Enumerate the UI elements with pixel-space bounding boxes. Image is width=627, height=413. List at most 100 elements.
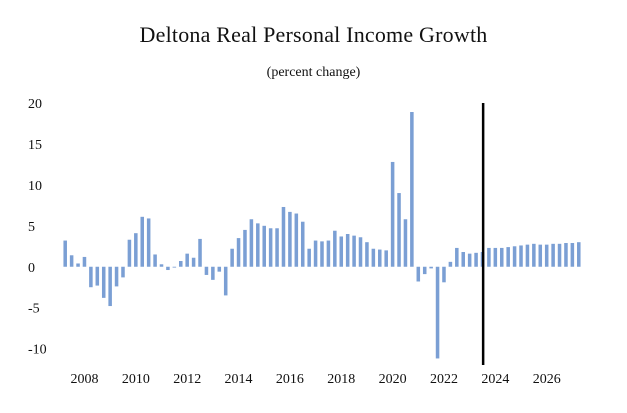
bar [455, 247, 459, 267]
bar [153, 254, 157, 267]
bar [416, 266, 421, 282]
bar [442, 266, 446, 283]
bar [307, 248, 311, 267]
bar [378, 249, 382, 267]
bar [352, 235, 356, 267]
bar [179, 261, 183, 267]
bar [422, 266, 427, 275]
bar [69, 255, 74, 267]
bar [345, 234, 350, 267]
bar [499, 247, 504, 267]
bar [557, 243, 562, 267]
bar [159, 264, 164, 267]
bar [487, 247, 491, 267]
bar [140, 216, 145, 267]
bar [313, 240, 318, 267]
bar [89, 266, 93, 288]
chart-subtitle: (percent change) [266, 65, 361, 80]
bar [249, 219, 254, 267]
bar [519, 245, 523, 267]
bar [211, 266, 215, 280]
bar [538, 244, 543, 267]
bar [506, 247, 510, 267]
bar [281, 206, 286, 267]
bar [82, 256, 87, 267]
bar [76, 263, 80, 267]
bar [448, 261, 453, 267]
bar [544, 244, 549, 267]
bar [172, 266, 177, 268]
y-tick-label: 0 [28, 261, 35, 276]
y-tick-label: -10 [28, 343, 47, 358]
x-tick-label: 2010 [122, 372, 150, 387]
bar [127, 239, 132, 267]
bar [512, 246, 517, 267]
bar [63, 240, 67, 267]
x-tick-label: 2012 [173, 372, 201, 387]
bar [410, 112, 414, 267]
bar [390, 161, 395, 267]
bar [288, 211, 292, 267]
bar [397, 193, 401, 267]
bar [262, 225, 266, 267]
x-tick-label: 2014 [225, 372, 253, 387]
bar [268, 228, 273, 267]
x-tick-label: 2020 [379, 372, 407, 387]
bar [474, 252, 478, 267]
bar [243, 229, 247, 267]
bar [320, 241, 324, 267]
chart-title: Deltona Real Personal Income Growth [139, 22, 488, 47]
bar [230, 248, 234, 267]
bar [532, 243, 536, 267]
bar [570, 243, 575, 267]
bar [121, 266, 125, 278]
bar [236, 238, 241, 267]
bar [429, 266, 433, 269]
bar [134, 233, 138, 267]
bar [577, 242, 581, 267]
bar [217, 266, 222, 272]
bar [108, 266, 112, 307]
bar [461, 252, 465, 267]
y-axis: 20 15 10 5 0 -5 -10 [28, 97, 47, 358]
bar [275, 228, 279, 267]
bar [564, 243, 568, 267]
bar [326, 240, 331, 267]
bar [333, 230, 337, 267]
x-tick-label: 2022 [430, 372, 458, 387]
bar [300, 221, 305, 267]
y-tick-label: 10 [28, 179, 42, 194]
bar [365, 242, 369, 267]
bar [551, 243, 555, 267]
y-tick-label: -5 [28, 302, 40, 317]
x-tick-label: 2008 [70, 372, 98, 387]
bar [256, 223, 260, 267]
bar [493, 247, 498, 267]
bar-series [63, 112, 581, 359]
bar [403, 219, 408, 267]
bar [101, 266, 106, 298]
bar [198, 238, 202, 267]
x-tick-label: 2024 [481, 372, 509, 387]
bar [339, 236, 344, 267]
bar [166, 266, 170, 271]
x-tick-label: 2026 [533, 372, 561, 387]
bar [114, 266, 119, 287]
bar [223, 266, 228, 296]
bar [294, 213, 299, 267]
y-tick-label: 5 [28, 220, 35, 235]
bar [525, 244, 530, 267]
bar [146, 218, 151, 267]
bar [435, 266, 440, 359]
bar [95, 266, 100, 286]
x-tick-label: 2016 [276, 372, 304, 387]
bar [467, 253, 472, 267]
bar [358, 237, 363, 267]
bar [191, 257, 196, 267]
y-tick-label: 15 [28, 138, 42, 153]
bar [384, 250, 388, 267]
bar [204, 266, 209, 275]
bar [371, 248, 376, 267]
y-tick-label: 20 [28, 97, 42, 112]
